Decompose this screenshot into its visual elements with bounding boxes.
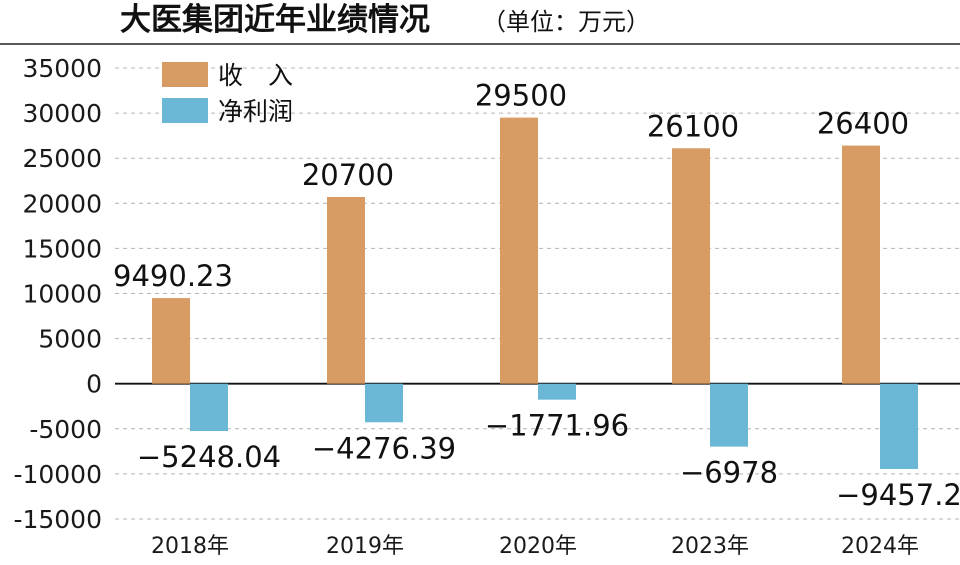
- y-tick-label: 0: [86, 370, 102, 399]
- revenue-value-label: 26400: [817, 107, 909, 141]
- chart-title: 大医集团近年业绩情况 （单位：万元）: [120, 2, 650, 38]
- x-tick-label: 2020年: [499, 534, 577, 559]
- chart-unit-text: （单位：万元）: [482, 8, 650, 36]
- y-axis: 35000 30000 25000 20000 15000 10000 5000 0 -5000…: [13, 54, 102, 534]
- legend-label: 收 入: [218, 61, 293, 90]
- y-tick-label: -10000: [13, 460, 102, 489]
- net-profit-bar: [365, 383, 403, 423]
- y-tick-label: 35000: [22, 54, 102, 83]
- net-profit-bar: [538, 383, 576, 400]
- revenue-bar: [327, 196, 365, 384]
- x-tick-label: 2023年: [671, 534, 749, 559]
- revenue-bar: [500, 117, 538, 384]
- y-tick-label: 10000: [22, 280, 102, 309]
- revenue-value-label: 20700: [302, 158, 394, 192]
- net-profit-bar: [190, 383, 228, 432]
- revenue-value-label: 29500: [475, 79, 567, 113]
- net-profit-value-label: −1771.96: [485, 409, 629, 443]
- net-profit-value-label: −6978: [680, 456, 778, 490]
- y-tick-label: 20000: [22, 189, 102, 218]
- revenue-bar: [152, 298, 190, 384]
- revenue-value-label: 9490.23: [113, 259, 233, 293]
- chart-title-text: 大医集团近年业绩情况: [120, 2, 430, 38]
- y-tick-label: 25000: [22, 144, 102, 173]
- y-tick-label: -5000: [29, 415, 102, 444]
- y-tick-label: 15000: [22, 234, 102, 263]
- x-axis: 2018年 2019年 2020年 2023年 2024年: [151, 534, 919, 559]
- legend-swatch: [162, 98, 208, 123]
- net-profit-value-label: −5248.04: [137, 440, 281, 474]
- legend-swatch: [162, 62, 208, 87]
- net-profit-bar: [710, 383, 748, 447]
- y-tick-label: 30000: [22, 99, 102, 128]
- x-tick-label: 2019年: [326, 534, 404, 559]
- bars: [152, 117, 918, 470]
- y-tick-label: 5000: [38, 325, 102, 354]
- revenue-bar: [672, 148, 710, 384]
- revenue-value-label: 26100: [647, 109, 739, 143]
- data-labels: 9490.23 −5248.04 20700 −4276.39 29500 −1771.9…: [113, 79, 960, 512]
- x-tick-label: 2024年: [841, 534, 919, 559]
- revenue-bar: [842, 145, 880, 384]
- net-profit-value-label: −9457.2: [836, 478, 960, 512]
- x-tick-label: 2018年: [151, 534, 229, 559]
- y-tick-label: -15000: [13, 505, 102, 534]
- legend-label: 净利润: [218, 97, 293, 126]
- net-profit-value-label: −4276.39: [312, 431, 456, 465]
- net-profit-bar: [880, 383, 918, 470]
